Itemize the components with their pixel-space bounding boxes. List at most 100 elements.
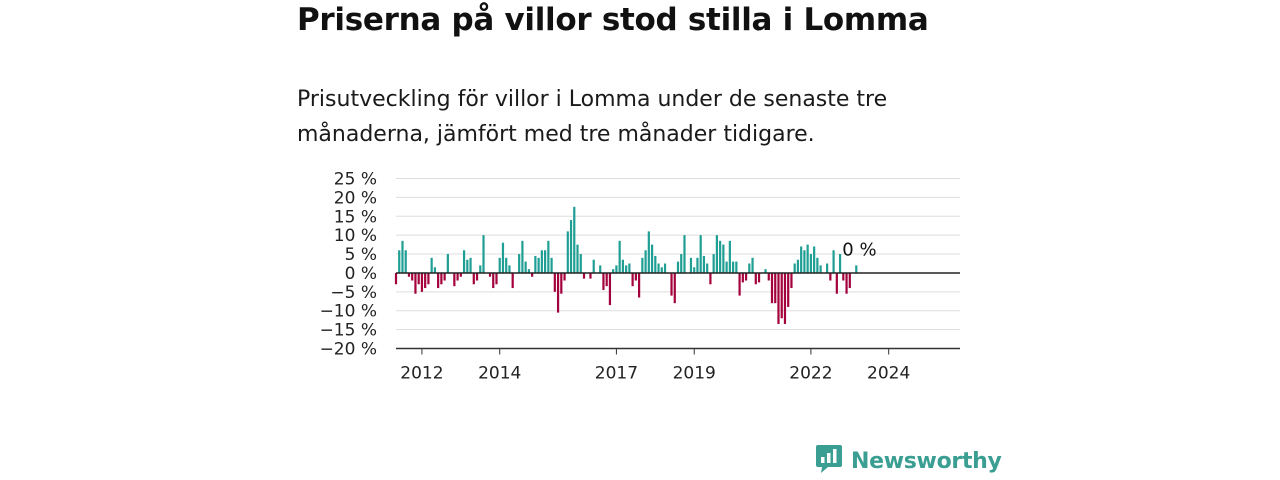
bar [602, 272, 605, 290]
bar [573, 206, 576, 273]
bar [550, 257, 553, 273]
bar [472, 272, 475, 285]
bar [650, 244, 654, 273]
bar-chart: 25 %20 %15 %10 %5 %0 %−5 %−10 %−15 %−20 … [320, 170, 960, 384]
bar [508, 265, 511, 273]
bar [424, 272, 427, 289]
bar [628, 263, 631, 273]
x-tick-label: 2014 [478, 364, 521, 384]
bar [466, 259, 469, 273]
last-value-label: 0 % [842, 239, 876, 260]
bar [576, 244, 579, 273]
bar [732, 261, 735, 273]
bar [556, 272, 560, 313]
bar [495, 272, 498, 285]
bar [764, 269, 767, 273]
y-tick-label: 0 % [345, 264, 377, 284]
bar [757, 272, 761, 283]
bar [790, 272, 793, 289]
bar [728, 240, 731, 273]
y-tick-label: 5 % [345, 245, 377, 265]
bar [744, 272, 748, 281]
bar [838, 254, 842, 273]
chart-subtitle: Prisutveckling för villor i Lomma under … [297, 87, 888, 147]
y-tick-label: −10 % [320, 302, 377, 322]
bar [427, 272, 430, 285]
bar [693, 267, 696, 273]
bar [498, 257, 501, 273]
bar [644, 250, 647, 273]
bar [437, 272, 440, 289]
bar [599, 265, 602, 273]
y-tick-label: −5 % [330, 283, 377, 303]
bar [800, 246, 803, 273]
bar [848, 272, 851, 289]
bar [725, 261, 728, 273]
bar [751, 257, 754, 273]
bar [518, 254, 521, 273]
bar [842, 272, 845, 281]
newsworthy-logo-text: Newsworthy [851, 448, 1002, 474]
bar [845, 272, 848, 294]
bar [631, 272, 634, 287]
bar [469, 257, 472, 273]
bar [715, 235, 718, 273]
bar [774, 272, 777, 304]
bar [663, 263, 667, 273]
bar [462, 250, 466, 273]
x-tick-label: 2024 [867, 364, 910, 384]
bar [803, 250, 806, 273]
x-tick-label: 2017 [595, 364, 638, 384]
x-tick-label: 2019 [673, 364, 716, 384]
bar [488, 272, 492, 277]
y-tick-label: −20 % [320, 340, 377, 360]
bar [417, 272, 420, 285]
bar [706, 263, 709, 273]
bar [767, 272, 770, 281]
bar [401, 240, 404, 273]
bar [855, 265, 858, 273]
x-axis-ticks: 2012 2014 2017 2019 2022 2024 [400, 348, 910, 384]
bar [683, 235, 686, 273]
bar [394, 272, 398, 285]
bar [521, 240, 524, 273]
bar [608, 272, 612, 306]
bar [582, 272, 586, 279]
bar [453, 272, 456, 287]
bar [702, 255, 706, 273]
bar [511, 272, 514, 289]
y-tick-label: 25 % [334, 170, 377, 190]
bar [780, 272, 783, 319]
bar [813, 246, 816, 273]
y-tick-label: −15 % [320, 321, 377, 341]
bar [534, 255, 537, 273]
bar [605, 272, 608, 287]
bar [787, 272, 790, 307]
bar [414, 272, 417, 294]
bar [589, 272, 592, 279]
bar [738, 272, 741, 296]
bar [446, 254, 449, 273]
bar [540, 250, 543, 273]
bar [719, 240, 722, 273]
x-tick-label: 2012 [400, 364, 443, 384]
bar [527, 269, 530, 273]
bar [615, 265, 618, 273]
bar [809, 254, 812, 273]
bar [735, 261, 738, 273]
bar [524, 261, 527, 273]
bar [553, 272, 556, 292]
bar [712, 254, 715, 273]
chart-title: Priserna på villor stod stilla i Lomma [297, 2, 929, 38]
bar [505, 257, 508, 273]
bar [430, 257, 433, 273]
bar [440, 272, 443, 285]
bar [569, 220, 573, 273]
bars [394, 206, 858, 324]
bar [647, 231, 650, 273]
bar [741, 272, 744, 283]
bar [793, 263, 796, 273]
bar [579, 254, 582, 273]
bar [689, 257, 693, 273]
bar [404, 250, 407, 273]
